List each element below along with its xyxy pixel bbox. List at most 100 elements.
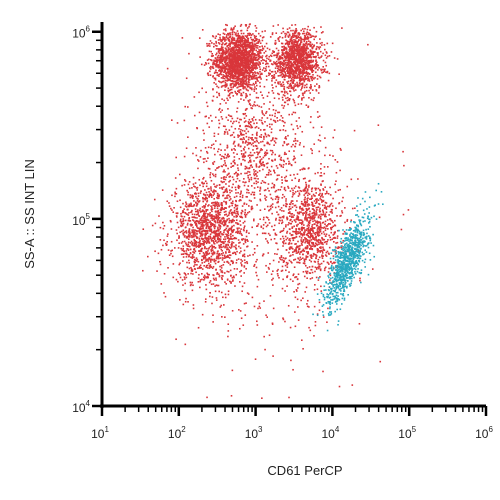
data-point xyxy=(309,237,312,239)
data-point xyxy=(209,235,212,238)
data-point xyxy=(208,295,211,298)
data-point xyxy=(316,45,318,48)
data-point xyxy=(230,27,233,30)
data-point xyxy=(225,23,227,26)
data-point xyxy=(294,75,296,78)
data-point xyxy=(223,43,226,46)
data-point xyxy=(306,225,309,227)
data-point xyxy=(315,60,317,62)
data-point xyxy=(205,264,208,267)
data-point xyxy=(170,220,172,223)
data-point xyxy=(231,243,233,245)
data-point xyxy=(261,55,264,57)
data-point xyxy=(227,62,229,64)
data-point xyxy=(318,243,320,246)
data-point xyxy=(202,229,205,231)
data-point xyxy=(246,27,249,29)
data-point xyxy=(215,217,217,219)
data-point xyxy=(221,80,224,83)
data-point xyxy=(292,237,294,239)
data-point xyxy=(279,67,282,69)
data-point xyxy=(226,246,228,249)
data-point xyxy=(229,175,231,178)
data-point xyxy=(255,44,258,47)
data-point xyxy=(222,224,225,227)
data-point xyxy=(224,40,226,42)
data-point xyxy=(216,45,218,47)
data-point xyxy=(310,98,313,101)
data-point xyxy=(186,235,188,238)
data-point xyxy=(318,231,321,233)
data-point xyxy=(204,189,206,191)
data-point xyxy=(209,259,212,262)
data-point xyxy=(334,159,337,161)
data-point xyxy=(220,73,223,76)
data-point xyxy=(236,81,238,84)
data-point xyxy=(269,73,272,75)
data-point xyxy=(193,243,196,246)
data-point xyxy=(244,43,246,46)
data-point xyxy=(240,39,242,42)
data-point xyxy=(216,221,219,224)
data-point xyxy=(213,251,216,254)
data-point xyxy=(300,72,302,75)
data-point xyxy=(222,74,225,76)
data-point xyxy=(240,71,243,73)
data-point xyxy=(277,65,279,67)
data-point xyxy=(236,66,239,68)
data-point xyxy=(313,216,316,219)
data-point xyxy=(281,57,283,59)
data-point xyxy=(298,36,301,39)
data-point xyxy=(186,208,189,211)
data-point xyxy=(277,61,280,64)
data-point xyxy=(292,51,295,54)
data-point xyxy=(279,62,281,65)
data-point xyxy=(258,56,261,59)
data-point xyxy=(237,35,240,38)
data-point xyxy=(233,53,235,55)
data-point xyxy=(178,273,181,276)
data-point xyxy=(224,223,227,226)
data-point xyxy=(229,195,231,198)
data-point xyxy=(215,69,217,72)
data-point xyxy=(219,48,222,51)
data-point xyxy=(200,217,203,219)
data-point xyxy=(227,214,230,216)
data-point xyxy=(198,250,200,252)
data-point xyxy=(298,212,301,215)
data-point xyxy=(195,235,198,238)
data-point xyxy=(295,84,297,87)
data-point xyxy=(294,230,297,233)
data-point xyxy=(210,215,213,217)
data-point xyxy=(330,231,333,234)
data-point xyxy=(202,176,205,179)
data-point xyxy=(294,31,296,33)
data-point xyxy=(317,231,320,233)
data-point xyxy=(189,281,192,284)
data-point xyxy=(222,233,225,236)
data-point xyxy=(182,219,185,222)
data-point xyxy=(289,46,291,48)
data-point xyxy=(212,62,215,64)
data-point xyxy=(195,229,197,232)
data-point xyxy=(182,232,184,235)
data-point xyxy=(215,299,218,301)
data-point xyxy=(192,216,195,218)
data-point xyxy=(188,187,191,190)
data-point xyxy=(233,276,235,279)
data-point xyxy=(198,267,201,269)
data-point xyxy=(242,72,244,74)
data-point xyxy=(271,70,274,73)
data-point xyxy=(282,30,285,33)
data-point xyxy=(244,238,246,241)
data-point xyxy=(209,292,211,294)
data-point xyxy=(295,70,297,72)
data-point xyxy=(309,64,311,67)
data-point xyxy=(234,77,237,80)
data-point xyxy=(213,207,216,209)
data-point xyxy=(317,56,320,59)
data-point xyxy=(271,33,274,36)
data-point xyxy=(214,221,217,224)
data-point xyxy=(289,203,292,206)
data-point xyxy=(189,194,192,196)
